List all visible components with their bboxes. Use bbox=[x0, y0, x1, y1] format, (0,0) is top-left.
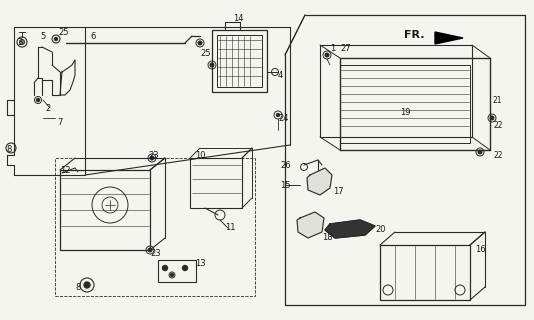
Polygon shape bbox=[297, 212, 324, 238]
Text: 24: 24 bbox=[278, 114, 288, 123]
Text: 4: 4 bbox=[278, 70, 283, 79]
Text: 2: 2 bbox=[45, 103, 50, 113]
Text: 19: 19 bbox=[400, 108, 411, 116]
Bar bbox=[217, 35, 262, 87]
Text: 12: 12 bbox=[60, 165, 70, 174]
Text: 13: 13 bbox=[195, 260, 206, 268]
Text: 25: 25 bbox=[58, 28, 68, 36]
Text: 22: 22 bbox=[494, 121, 504, 130]
Text: 17: 17 bbox=[333, 188, 343, 196]
Circle shape bbox=[84, 282, 90, 288]
Polygon shape bbox=[325, 220, 375, 238]
Text: 7: 7 bbox=[57, 117, 62, 126]
Circle shape bbox=[478, 150, 482, 154]
Text: 23: 23 bbox=[150, 249, 161, 258]
Circle shape bbox=[54, 37, 58, 41]
Text: 14: 14 bbox=[233, 13, 244, 22]
Circle shape bbox=[325, 53, 329, 57]
Circle shape bbox=[148, 248, 152, 252]
Text: 21: 21 bbox=[493, 95, 502, 105]
Text: 5: 5 bbox=[40, 31, 45, 41]
Circle shape bbox=[150, 156, 154, 160]
Bar bbox=[380, 245, 470, 300]
Polygon shape bbox=[307, 168, 332, 195]
Polygon shape bbox=[435, 32, 463, 44]
Circle shape bbox=[277, 114, 279, 116]
Text: 15: 15 bbox=[280, 180, 290, 189]
Bar bbox=[158, 260, 196, 282]
Text: 8: 8 bbox=[75, 284, 81, 292]
Text: 11: 11 bbox=[225, 223, 235, 233]
Text: 1: 1 bbox=[330, 44, 335, 52]
Circle shape bbox=[210, 63, 214, 67]
Text: 25: 25 bbox=[200, 49, 210, 58]
Circle shape bbox=[162, 266, 168, 270]
Text: 20: 20 bbox=[375, 226, 386, 235]
Text: 8: 8 bbox=[6, 145, 11, 154]
Text: 18: 18 bbox=[322, 234, 333, 243]
Bar bbox=[55, 158, 255, 296]
Circle shape bbox=[198, 41, 202, 45]
Bar bbox=[212, 30, 267, 92]
Text: 22: 22 bbox=[494, 150, 504, 159]
Circle shape bbox=[183, 266, 187, 270]
Bar bbox=[340, 65, 470, 143]
Text: 27: 27 bbox=[340, 44, 351, 52]
Text: 3: 3 bbox=[17, 37, 22, 46]
Bar bbox=[190, 158, 242, 208]
Circle shape bbox=[36, 99, 40, 101]
Circle shape bbox=[490, 116, 494, 120]
Text: 16: 16 bbox=[475, 245, 485, 254]
Text: 26: 26 bbox=[280, 161, 290, 170]
Text: 23: 23 bbox=[148, 150, 159, 159]
Circle shape bbox=[170, 274, 174, 276]
Text: FR.: FR. bbox=[404, 30, 425, 40]
Bar bbox=[60, 170, 150, 250]
Circle shape bbox=[20, 39, 25, 44]
Text: 6: 6 bbox=[90, 31, 96, 41]
Text: 10: 10 bbox=[195, 150, 206, 159]
